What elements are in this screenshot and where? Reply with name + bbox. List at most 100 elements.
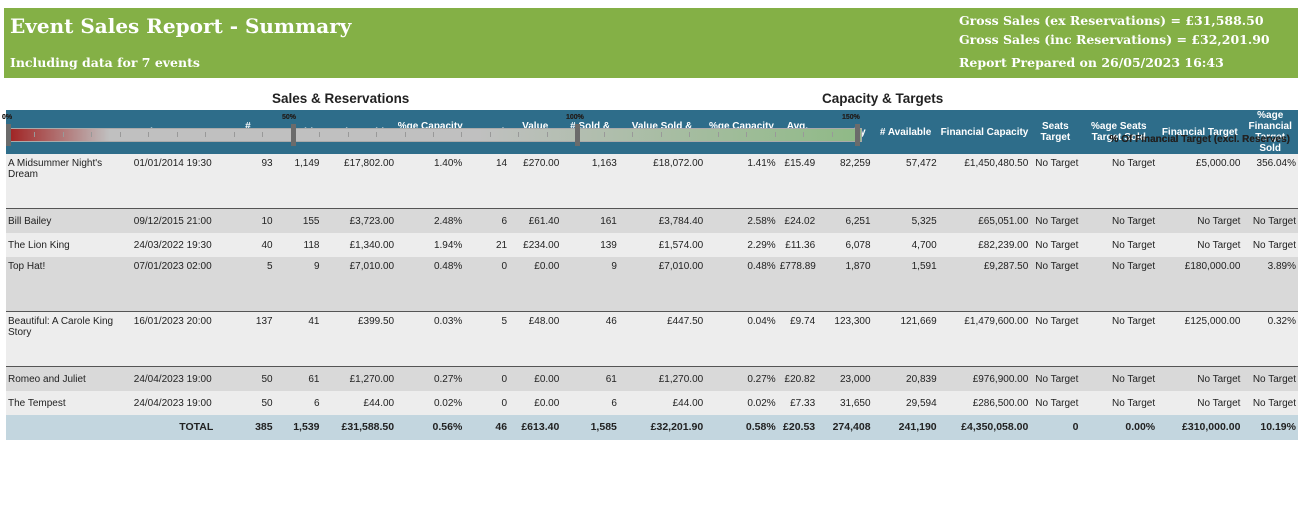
cell-seats-target: No Target: [1030, 208, 1081, 233]
cell-value-sold: £399.50: [321, 311, 397, 342]
cell-avg-price: £11.36: [777, 233, 818, 257]
sales-table: EventFirst Instance# Instances# SoldValu…: [2, 110, 1298, 440]
cell-sold-resd: 1,163: [561, 154, 619, 184]
gross-sales-ex: Gross Sales (ex Reservations) = £31,588.…: [959, 13, 1264, 28]
cell-fin-capacity: £82,239.00: [938, 233, 1031, 257]
cell-resd: 0: [464, 257, 510, 287]
cell-seats-target: No Target: [1030, 391, 1081, 415]
cell-sold: 9: [274, 257, 322, 287]
total-label: TOTAL: [6, 415, 222, 440]
cell-capacity: 123,300: [817, 311, 873, 342]
gross-sales-inc: Gross Sales (inc Reservations) = £32,201…: [959, 32, 1270, 47]
cell-instances: 5: [221, 257, 275, 287]
table-row: Romeo and Juliet 24/04/2023 19:00 50 61 £1,2…: [6, 366, 1298, 391]
cell-first: 16/01/2023 20:00: [131, 311, 222, 342]
cell-event: The Lion King: [6, 233, 132, 257]
cell-pct-cap-sr: 1.41%: [705, 154, 778, 184]
cell-instances: 137: [221, 311, 275, 342]
cell-value-resd: £61.40: [509, 208, 562, 233]
cell-pct-cap: 0.27%: [396, 366, 465, 391]
column-header: %age Seats Target Sold: [1080, 110, 1158, 154]
cell-pct-fin: 0.32%: [1242, 311, 1298, 342]
table-row: The Lion King 24/03/2022 19:30 40 118 £1,340…: [6, 233, 1298, 257]
cell-pct-cap-sr: 0.27%: [705, 366, 778, 391]
cell-resd: 21: [464, 233, 510, 257]
cell-fin-capacity: £65,051.00: [938, 208, 1031, 233]
cell-value-sold: £1,340.00: [321, 233, 397, 257]
cell-capacity: 1,870: [817, 257, 873, 287]
cell-avg-price: £7.33: [777, 391, 818, 415]
cell-pct-fin: 3.89%: [1242, 257, 1298, 287]
cell-sold-resd: 61: [561, 366, 619, 391]
cell-avg-price: £15.49: [777, 154, 818, 184]
cell-value-sold: £17,802.00: [321, 154, 397, 184]
cell-sold: 6: [274, 391, 322, 415]
column-header: Financial Target: [1157, 110, 1243, 154]
cell-value-sold: £44.00: [321, 391, 397, 415]
column-header: Seats Target: [1030, 110, 1081, 154]
cell-fin-target: No Target: [1157, 233, 1243, 257]
cell-pct-seats: No Target: [1080, 257, 1158, 287]
cell-pct-cap: 0.02%: [396, 391, 465, 415]
total-pct-fin: 10.19%: [1242, 415, 1298, 440]
report-banner: Event Sales Report - Summary Including d…: [4, 8, 1298, 78]
section-capacity-title: Capacity & Targets: [822, 91, 944, 106]
cell-first: 09/12/2015 21:00: [131, 208, 222, 233]
cell-available: 5,325: [872, 208, 939, 233]
cell-value-resd: £270.00: [509, 154, 562, 184]
cell-event: The Tempest: [6, 391, 132, 415]
gauge-label-cell: % Of Financial Target (excl. Reserves): [6, 134, 1290, 312]
cell-sold: 155: [274, 208, 322, 233]
gauge-cell: 0% 50% 100% 150%: [2, 114, 1298, 367]
cell-instances: 40: [221, 233, 275, 257]
cell-resd: 6: [464, 208, 510, 233]
cell-capacity: 82,259: [817, 154, 873, 184]
cell-value-resd: £0.00: [509, 366, 562, 391]
cell-resd: 5: [464, 311, 510, 342]
total-value-resd: £613.40: [509, 415, 562, 440]
report-subtitle: Including data for 7 events: [10, 55, 200, 70]
cell-fin-target: £5,000.00: [1157, 154, 1243, 184]
cell-avg-price: £778.89: [777, 257, 818, 287]
cell-fin-capacity: £286,500.00: [938, 391, 1031, 415]
cell-value-sold: £7,010.00: [321, 257, 397, 287]
table-header-row: EventFirst Instance# Instances# SoldValu…: [6, 110, 1298, 154]
total-seats-target: 0: [1030, 415, 1081, 440]
cell-pct-fin: No Target: [1242, 208, 1298, 233]
cell-instances: 93: [221, 154, 275, 184]
cell-first: 24/04/2023 19:00: [131, 366, 222, 391]
cell-capacity: 6,251: [817, 208, 873, 233]
cell-avg-price: £20.82: [777, 366, 818, 391]
cell-instances: 50: [221, 391, 275, 415]
cell-pct-seats: No Target: [1080, 233, 1158, 257]
cell-available: 20,839: [872, 366, 939, 391]
cell-resd: 0: [464, 366, 510, 391]
cell-value-sold-resd: £1,270.00: [618, 366, 706, 391]
cell-seats-target: No Target: [1030, 233, 1081, 257]
cell-seats-target: No Target: [1030, 154, 1081, 184]
total-value-sold: £31,588.50: [321, 415, 397, 440]
cell-fin-target: No Target: [1157, 366, 1243, 391]
cell-fin-target: £125,000.00: [1157, 311, 1243, 342]
cell-fin-capacity: £9,287.50: [938, 257, 1031, 287]
cell-pct-seats: No Target: [1080, 391, 1158, 415]
cell-event: Bill Bailey: [6, 208, 132, 233]
cell-fin-target: No Target: [1157, 391, 1243, 415]
cell-value-sold-resd: £447.50: [618, 311, 706, 342]
cell-sold-resd: 139: [561, 233, 619, 257]
cell-pct-fin: No Target: [1242, 366, 1298, 391]
cell-capacity: 31,650: [817, 391, 873, 415]
gauge-cell: 0% 50% 100% 150%: [2, 114, 1298, 209]
cell-instances: 10: [221, 208, 275, 233]
cell-value-sold: £3,723.00: [321, 208, 397, 233]
cell-capacity: 6,078: [817, 233, 873, 257]
cell-sold-resd: 161: [561, 208, 619, 233]
cell-avg-price: £24.02: [777, 208, 818, 233]
total-resd: 46: [464, 415, 510, 440]
cell-avg-price: £9.74: [777, 311, 818, 342]
cell-resd: 0: [464, 391, 510, 415]
cell-sold-resd: 6: [561, 391, 619, 415]
cell-fin-capacity: £1,479,600.00: [938, 311, 1031, 342]
cell-pct-seats: No Target: [1080, 208, 1158, 233]
gauge-row: % Of Financial Target (excl. Reserves) 0%…: [2, 114, 1298, 312]
